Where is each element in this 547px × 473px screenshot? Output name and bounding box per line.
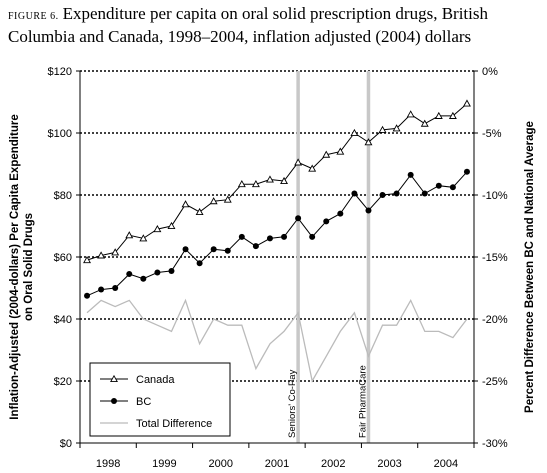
x-tick-label: 1998 <box>96 458 120 470</box>
data-point-bc <box>98 286 105 293</box>
data-point-bc <box>393 190 400 197</box>
y-tick-label: $80 <box>54 190 72 202</box>
y-axis-title-line: Inflation-Adjusted (2004-dollars) Per Ca… <box>9 114 21 419</box>
data-point-canada <box>97 251 106 259</box>
data-point-bc <box>463 168 470 175</box>
data-point-bc <box>323 218 330 225</box>
y-axis-title: Inflation-Adjusted (2004-dollars) Per Ca… <box>9 114 35 419</box>
data-point-bc <box>196 260 203 267</box>
data-point-canada <box>308 164 317 172</box>
data-point-bc <box>337 210 344 217</box>
data-point-bc <box>84 292 91 299</box>
data-point-canada <box>294 158 303 166</box>
figure-label: FIGURE 6. <box>8 11 59 22</box>
data-point-bc <box>266 235 273 242</box>
y-tick-label: $60 <box>54 252 72 264</box>
y-tick-label: $40 <box>54 314 72 326</box>
series-line-bc <box>86 171 468 297</box>
data-point-canada <box>406 110 415 118</box>
data-point-canada <box>364 138 373 146</box>
data-point-bc <box>140 275 147 282</box>
data-point-canada <box>322 150 331 158</box>
data-point-canada <box>139 234 148 242</box>
x-tick-label: 1999 <box>152 458 176 470</box>
data-point-bc <box>210 246 217 253</box>
data-point-bc <box>435 182 442 189</box>
data-point-canada <box>111 248 120 256</box>
data-point-bc <box>112 285 119 291</box>
legend-label: BC <box>136 396 151 408</box>
data-point-bc <box>154 269 161 276</box>
data-point-canada <box>223 195 232 203</box>
y-tick-label: $100 <box>48 128 72 140</box>
data-point-bc <box>238 233 245 240</box>
data-point-bc <box>407 171 414 178</box>
data-point-bc <box>309 233 316 240</box>
legend-marker-canada <box>110 374 118 383</box>
series-line-total-difference <box>86 298 468 383</box>
y-tick-label: $120 <box>48 66 72 78</box>
series-line-canada <box>86 103 468 261</box>
figure-title: FIGURE 6. Expenditure per capita on oral … <box>8 4 543 47</box>
data-point-canada <box>350 128 359 137</box>
data-point-canada <box>251 180 260 188</box>
y-tick-label: $20 <box>54 376 72 388</box>
data-point-canada <box>125 231 134 239</box>
chart-axes: $0 $20 $40 $60 $80 $100 $120 -30% -25% -20% -15% -1… <box>9 66 536 470</box>
data-point-bc <box>379 192 386 198</box>
x-tick-label: 2004 <box>434 458 458 470</box>
x-tick-label: 2000 <box>208 458 232 470</box>
data-point-bc <box>126 271 133 278</box>
data-point-canada <box>336 147 345 155</box>
data-point-bc <box>295 215 302 222</box>
chart-series <box>83 99 471 383</box>
data-point-bc <box>182 246 189 253</box>
policy-annotations: Seniors' Co-Pay Fair PharmaCare <box>287 71 371 443</box>
data-point-canada <box>153 224 162 233</box>
data-point-canada <box>420 119 429 127</box>
data-point-canada <box>265 175 274 183</box>
x-tick-label: 2002 <box>321 458 345 470</box>
data-point-canada <box>209 197 218 205</box>
data-point-canada <box>237 180 246 188</box>
annotation-label: Fair PharmaCare <box>357 365 368 438</box>
y-axis-title-line: on Oral Solid Drugs <box>23 213 35 321</box>
figure-title-text: Expenditure per capita on oral solid pre… <box>8 4 488 46</box>
data-point-canada <box>167 221 176 230</box>
data-point-bc <box>421 190 428 197</box>
data-point-bc <box>365 207 372 214</box>
chart-legend: Canada BC Total Difference <box>89 362 231 437</box>
y2-tick-label: -15% <box>482 252 508 264</box>
y2-axis-title: Percent Difference Between BC and Nation… <box>524 121 536 413</box>
data-point-bc <box>252 243 259 250</box>
data-point-canada <box>280 176 289 185</box>
legend-label: Canada <box>136 374 175 386</box>
data-point-canada <box>195 207 204 216</box>
data-point-canada <box>181 200 190 208</box>
legend-marker-bc <box>111 398 117 404</box>
data-point-bc <box>224 247 231 254</box>
x-tick-label: 2003 <box>377 458 401 470</box>
data-point-canada <box>378 125 387 133</box>
data-point-canada <box>462 99 471 107</box>
data-point-bc <box>449 184 456 191</box>
y2-tick-label: -5% <box>482 128 502 140</box>
y2-tick-label: -25% <box>482 376 508 388</box>
x-tick-label: 2001 <box>265 458 289 470</box>
data-point-bc <box>281 233 288 240</box>
y2-tick-label: 0% <box>482 66 498 78</box>
y2-tick-label: -20% <box>482 314 508 326</box>
data-point-canada <box>448 111 457 119</box>
legend-label: Total Difference <box>136 418 212 430</box>
data-point-canada <box>83 255 92 264</box>
data-point-canada <box>392 124 401 132</box>
annotation-label: Seniors' Co-Pay <box>287 369 298 438</box>
data-point-bc <box>351 190 358 197</box>
data-point-canada <box>434 111 443 119</box>
y2-tick-label: -30% <box>482 438 508 450</box>
y2-tick-label: -10% <box>482 190 508 202</box>
y-tick-label: $0 <box>60 438 72 450</box>
data-point-bc <box>168 267 175 274</box>
